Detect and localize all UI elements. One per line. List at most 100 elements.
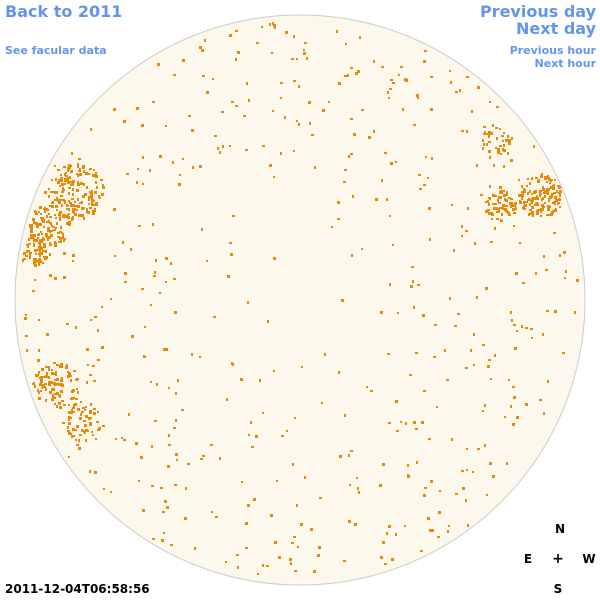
facula-point: [535, 272, 537, 275]
facula-point: [63, 252, 66, 255]
facula-point: [508, 142, 511, 145]
facula-point: [75, 439, 77, 441]
facula-point: [123, 120, 126, 123]
previous-day-link[interactable]: Previous day: [479, 2, 596, 21]
facula-point: [55, 178, 57, 181]
facula-point: [94, 471, 97, 474]
facula-point: [356, 477, 358, 479]
facula-point: [487, 200, 489, 203]
facula-point: [46, 235, 48, 238]
facula-point: [184, 517, 187, 520]
facula-point: [63, 166, 66, 168]
facula-point: [52, 394, 54, 397]
facula-point: [226, 398, 228, 401]
facula-point: [487, 209, 490, 211]
facula-point: [67, 181, 70, 184]
facula-point: [74, 205, 77, 207]
facula-point: [48, 383, 51, 386]
facula-point: [350, 67, 353, 69]
facula-point: [370, 390, 373, 392]
facula-point: [544, 176, 546, 179]
facula-point: [23, 258, 26, 260]
facula-point: [455, 493, 458, 495]
compass-west-label: W: [582, 552, 596, 566]
facula-point: [454, 325, 457, 327]
facula-point: [54, 277, 57, 280]
next-hour-link[interactable]: Next hour: [534, 57, 597, 70]
facula-point: [278, 556, 281, 559]
facula-point: [113, 108, 116, 111]
facula-point: [505, 205, 508, 207]
facula-point: [313, 570, 316, 573]
facula-point: [564, 277, 566, 279]
facula-point: [60, 363, 63, 366]
facula-point: [86, 208, 88, 211]
facula-point: [96, 186, 98, 189]
facula-point: [219, 151, 221, 154]
facula-point: [150, 304, 152, 306]
back-to-year-link[interactable]: Back to 2011: [5, 2, 123, 21]
facula-point: [247, 301, 249, 304]
facula-point: [60, 195, 63, 197]
facula-point: [175, 453, 178, 456]
facula-point: [174, 311, 177, 314]
facula-point: [80, 214, 83, 217]
facula-point: [77, 205, 80, 208]
facula-point: [73, 370, 76, 372]
facula-point: [521, 185, 523, 188]
facula-point: [33, 240, 35, 242]
facula-point: [489, 462, 492, 465]
facula-point: [214, 135, 217, 137]
facula-point: [101, 193, 104, 196]
facula-point: [50, 234, 53, 237]
facula-point: [43, 226, 45, 228]
facula-point: [58, 383, 61, 386]
facula-point: [331, 226, 333, 228]
facula-point: [43, 386, 46, 388]
facula-point: [451, 438, 453, 441]
facula-point: [344, 414, 346, 417]
facula-point: [513, 212, 516, 214]
facula-point: [56, 209, 58, 211]
facula-point: [79, 417, 82, 420]
facula-point: [150, 381, 152, 383]
facula-point: [389, 283, 391, 286]
previous-hour-link[interactable]: Previous hour: [509, 44, 596, 57]
facula-point: [68, 423, 71, 425]
facula-point: [387, 353, 390, 355]
facula-point: [484, 404, 486, 407]
facula-point: [407, 474, 409, 477]
facula-point: [42, 250, 45, 252]
facula-point: [540, 208, 543, 211]
facula-point: [72, 209, 75, 211]
facula-point: [540, 210, 542, 213]
facula-point: [427, 517, 430, 520]
facula-point: [548, 206, 551, 208]
facula-point: [100, 179, 103, 181]
see-facular-data-link[interactable]: See facular data: [5, 44, 107, 57]
facula-point: [259, 379, 261, 382]
facula-point: [503, 149, 506, 152]
facula-point: [387, 91, 389, 94]
facula-point: [188, 115, 191, 117]
next-day-link[interactable]: Next day: [516, 19, 596, 38]
facula-point: [543, 412, 545, 415]
facula-point: [502, 140, 504, 142]
facula-point: [42, 219, 45, 221]
facula-point: [101, 346, 104, 349]
facula-point: [543, 255, 545, 258]
facula-point: [121, 437, 123, 439]
facula-point: [499, 145, 502, 147]
facula-point: [38, 262, 40, 265]
facula-point: [497, 151, 500, 154]
facula-point: [338, 371, 340, 374]
facula-point: [71, 152, 73, 155]
facula-point: [386, 532, 388, 535]
facula-point: [496, 137, 498, 140]
facula-point: [54, 403, 56, 405]
facula-point: [504, 198, 506, 201]
facula-point: [72, 216, 74, 218]
facula-point: [465, 499, 467, 502]
facula-point: [69, 375, 72, 377]
